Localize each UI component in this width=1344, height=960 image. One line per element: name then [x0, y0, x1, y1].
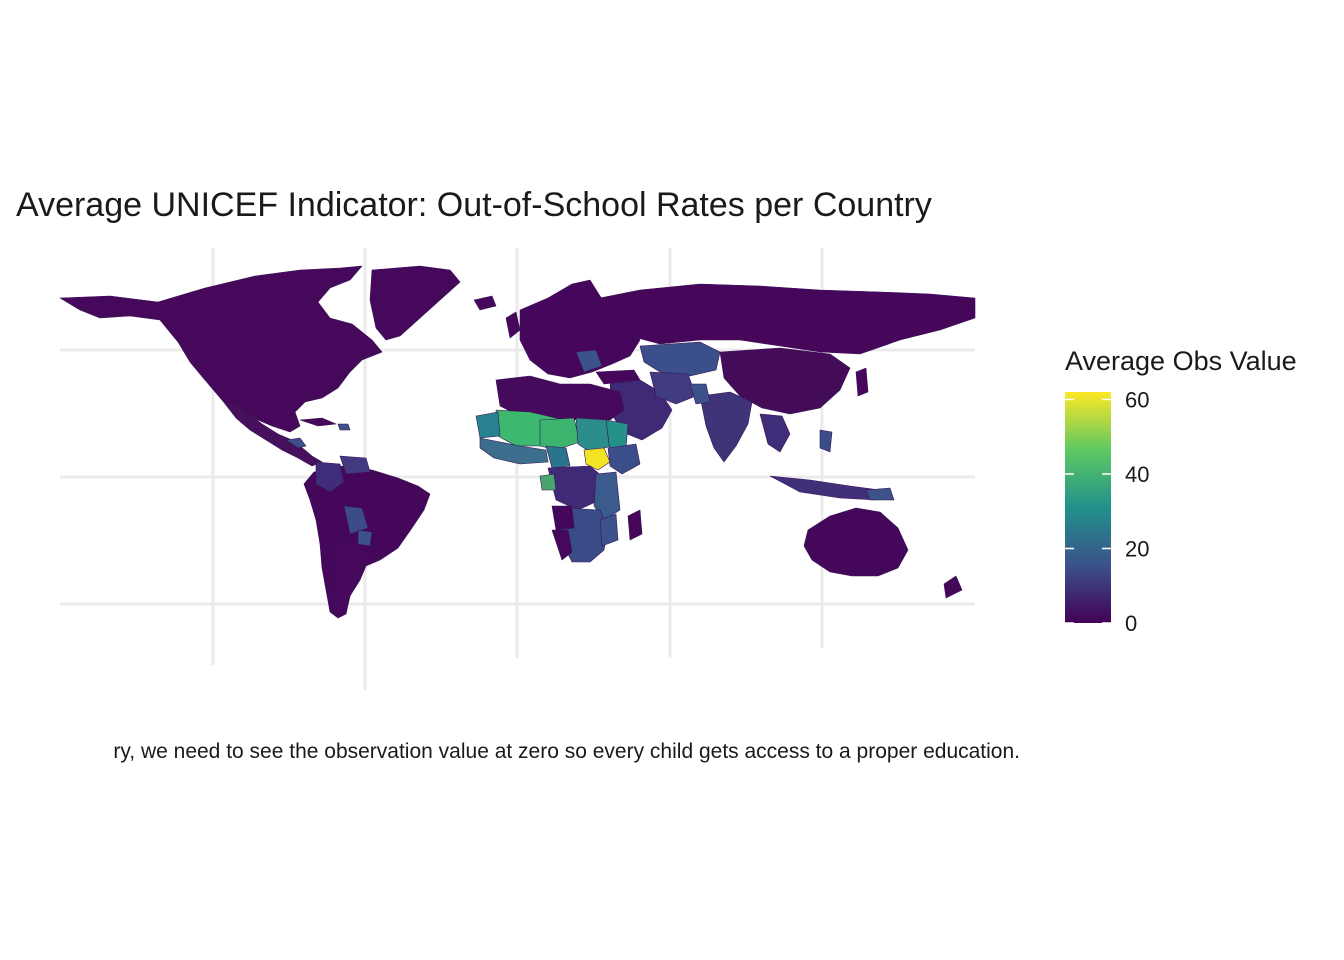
country-india[interactable] [699, 391, 753, 463]
country-uk[interactable] [505, 311, 521, 339]
colorbar-tick-label: 40 [1125, 462, 1149, 487]
country-cuba[interactable] [299, 417, 337, 427]
country-russia[interactable] [589, 283, 976, 355]
colorbar [1065, 392, 1111, 623]
country-turkey[interactable] [595, 369, 641, 385]
country-iceland[interactable] [473, 295, 497, 311]
country-namibia[interactable] [551, 529, 573, 561]
legend-colorbar: 0 20 40 60 [1065, 387, 1149, 636]
colorbar-tick-label: 60 [1125, 387, 1149, 412]
country-east-africa[interactable] [593, 471, 621, 521]
country-mexico[interactable] [221, 399, 323, 467]
country-indonesia[interactable] [769, 475, 881, 501]
country-greenland[interactable] [369, 265, 461, 341]
country-haiti[interactable] [337, 423, 351, 431]
country-nigeria[interactable] [545, 445, 571, 469]
country-mauritania[interactable] [475, 411, 501, 439]
country-colombia[interactable] [315, 461, 345, 493]
country-japan[interactable] [855, 367, 869, 397]
country-balkans[interactable] [575, 349, 603, 373]
country-europe[interactable] [519, 279, 641, 379]
country-cameroon[interactable] [539, 473, 557, 491]
country-kazakhstan[interactable] [639, 341, 721, 377]
colorbar-tick-label: 20 [1125, 536, 1149, 561]
map-title: Average UNICEF Indicator: Out-of-School … [16, 186, 932, 224]
country-iran[interactable] [649, 371, 697, 405]
country-venezuela[interactable] [339, 455, 371, 475]
countries [59, 265, 976, 619]
country-argentina[interactable] [331, 539, 367, 619]
country-china[interactable] [719, 347, 851, 415]
colorbar-ticks: 0 20 40 60 [1065, 387, 1149, 636]
country-bolivia[interactable] [343, 505, 369, 535]
country-madagascar[interactable] [627, 509, 643, 541]
country-new-zealand[interactable] [943, 575, 963, 599]
country-angola[interactable] [551, 505, 575, 531]
country-west-africa-coast[interactable] [479, 437, 549, 465]
colorbar-tick-label: 0 [1125, 611, 1137, 636]
country-paraguay[interactable] [357, 529, 373, 547]
country-philippines[interactable] [819, 429, 833, 453]
country-mozambique[interactable] [599, 513, 619, 547]
country-central-america[interactable] [285, 437, 307, 449]
country-southeast-asia[interactable] [759, 413, 791, 453]
country-australia[interactable] [803, 507, 909, 577]
country-niger[interactable] [539, 417, 581, 451]
country-north-america[interactable] [59, 265, 383, 433]
legend-title: Average Obs Value [1065, 346, 1297, 376]
country-ethiopia[interactable] [607, 443, 641, 475]
country-papua-new-guinea[interactable] [865, 487, 895, 501]
country-pakistan[interactable] [689, 383, 711, 405]
map-caption: ry, we need to see the observation value… [113, 740, 1020, 763]
country-south-sudan[interactable] [583, 447, 611, 471]
